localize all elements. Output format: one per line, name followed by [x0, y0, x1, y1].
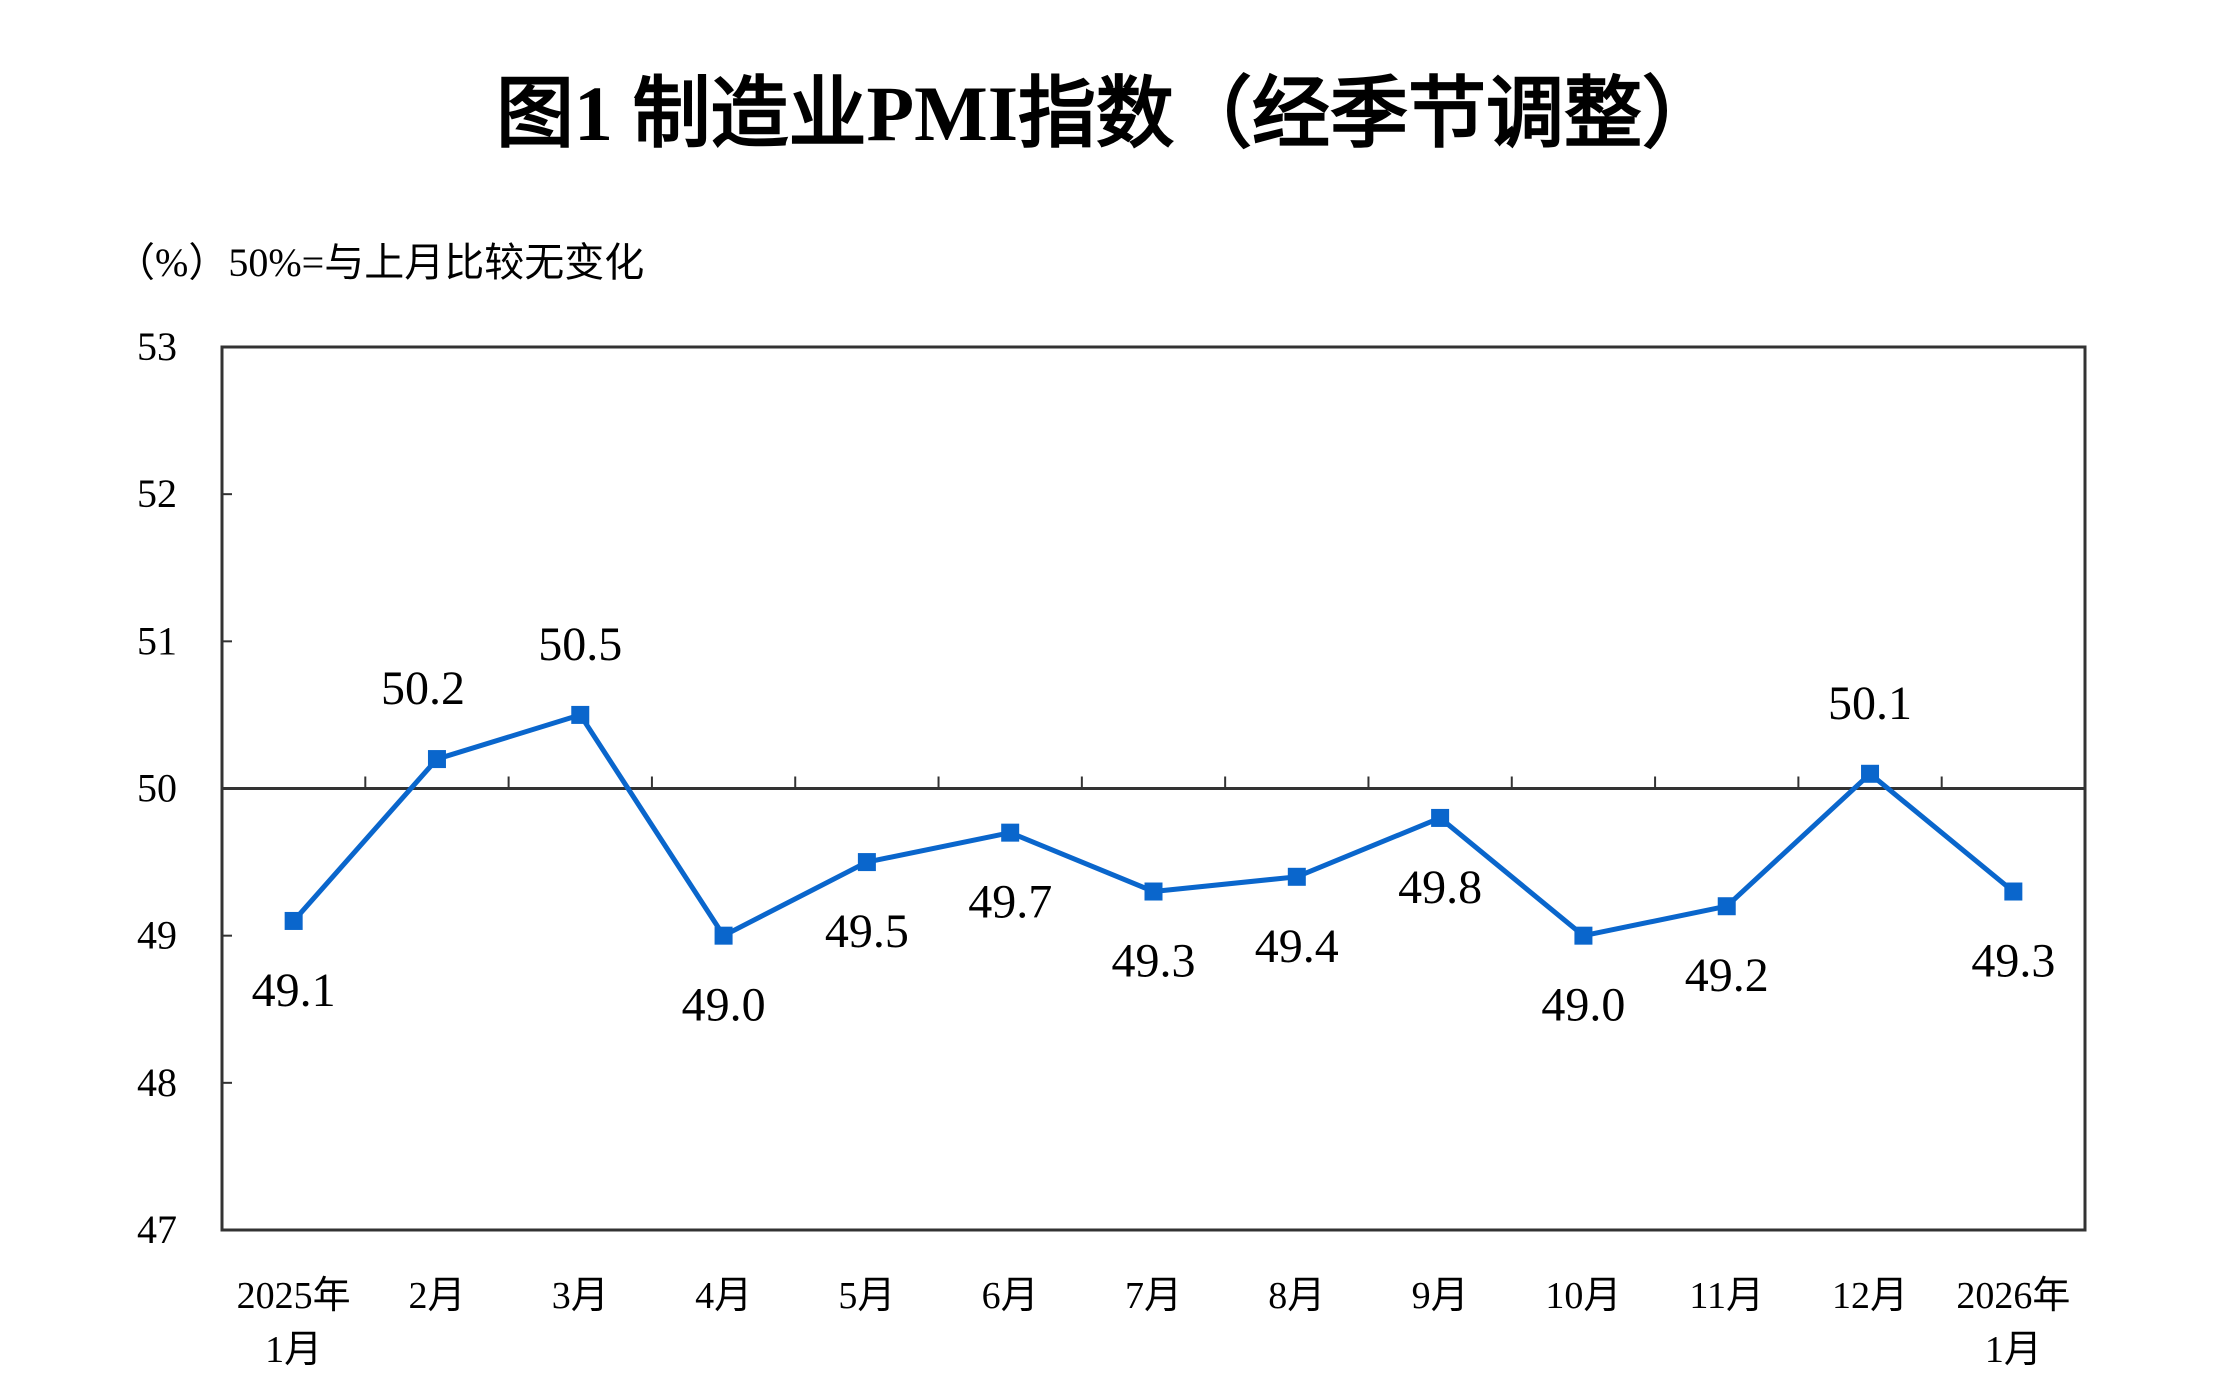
y-tick-label: 52: [137, 471, 177, 516]
x-tick-label: 6月: [982, 1275, 1039, 1317]
x-tick-label: 5月: [838, 1275, 895, 1317]
y-tick-label: 51: [137, 618, 177, 663]
data-point-marker: [1001, 823, 1020, 842]
data-point-marker: [1574, 926, 1593, 945]
x-tick-label: 2025年: [237, 1275, 351, 1317]
x-tick-label: 1月: [1985, 1329, 2042, 1371]
x-tick-label: 1月: [265, 1329, 322, 1371]
data-point-marker: [857, 853, 876, 872]
x-tick-label: 12月: [1832, 1275, 1908, 1317]
data-point-marker: [427, 750, 446, 769]
data-point-marker: [571, 705, 590, 724]
data-label: 49.8: [1398, 861, 1482, 914]
y-tick-label: 48: [137, 1060, 177, 1105]
data-point-marker: [284, 911, 303, 930]
y-tick-label: 50: [137, 766, 177, 811]
data-label: 49.3: [1112, 935, 1196, 988]
data-point-marker: [1144, 882, 1163, 901]
data-label: 49.3: [1971, 935, 2055, 988]
data-label: 49.1: [252, 964, 336, 1017]
data-point-marker: [714, 926, 733, 945]
data-label: 49.0: [682, 979, 766, 1032]
x-tick-label: 8月: [1268, 1275, 1325, 1317]
x-tick-label: 10月: [1545, 1275, 1621, 1317]
series-line: [291, 712, 2015, 939]
data-label: 50.5: [538, 618, 622, 671]
x-tick-label: 2月: [408, 1275, 465, 1317]
x-tick-label: 9月: [1412, 1275, 1469, 1317]
data-label: 49.0: [1541, 979, 1625, 1032]
x-tick-label: 2026年: [1956, 1275, 2070, 1317]
x-tick-label: 4月: [695, 1275, 752, 1317]
x-tick-label: 3月: [552, 1275, 609, 1317]
y-tick-label: 53: [137, 324, 177, 369]
data-point-marker: [1717, 897, 1736, 916]
data-point-marker: [2004, 882, 2023, 901]
data-label: 49.7: [968, 876, 1052, 929]
data-label: 50.2: [381, 662, 465, 715]
data-label: 49.2: [1685, 949, 1769, 1002]
chart-title: 图1 制造业PMI指数（经季节调整）: [496, 70, 1720, 157]
data-label: 49.5: [825, 905, 909, 958]
data-point-marker: [1861, 764, 1880, 783]
x-tick-label: 7月: [1125, 1275, 1182, 1317]
data-label: 49.4: [1255, 920, 1339, 973]
data-label: 50.1: [1828, 677, 1912, 730]
y-tick-label: 49: [137, 913, 177, 958]
y-axis-label: （%）50%=与上月比较无变化: [115, 240, 644, 285]
data-point-marker: [1431, 808, 1450, 827]
y-tick-label: 47: [137, 1207, 177, 1252]
data-point-marker: [1287, 867, 1306, 886]
x-tick-label: 11月: [1689, 1275, 1764, 1317]
